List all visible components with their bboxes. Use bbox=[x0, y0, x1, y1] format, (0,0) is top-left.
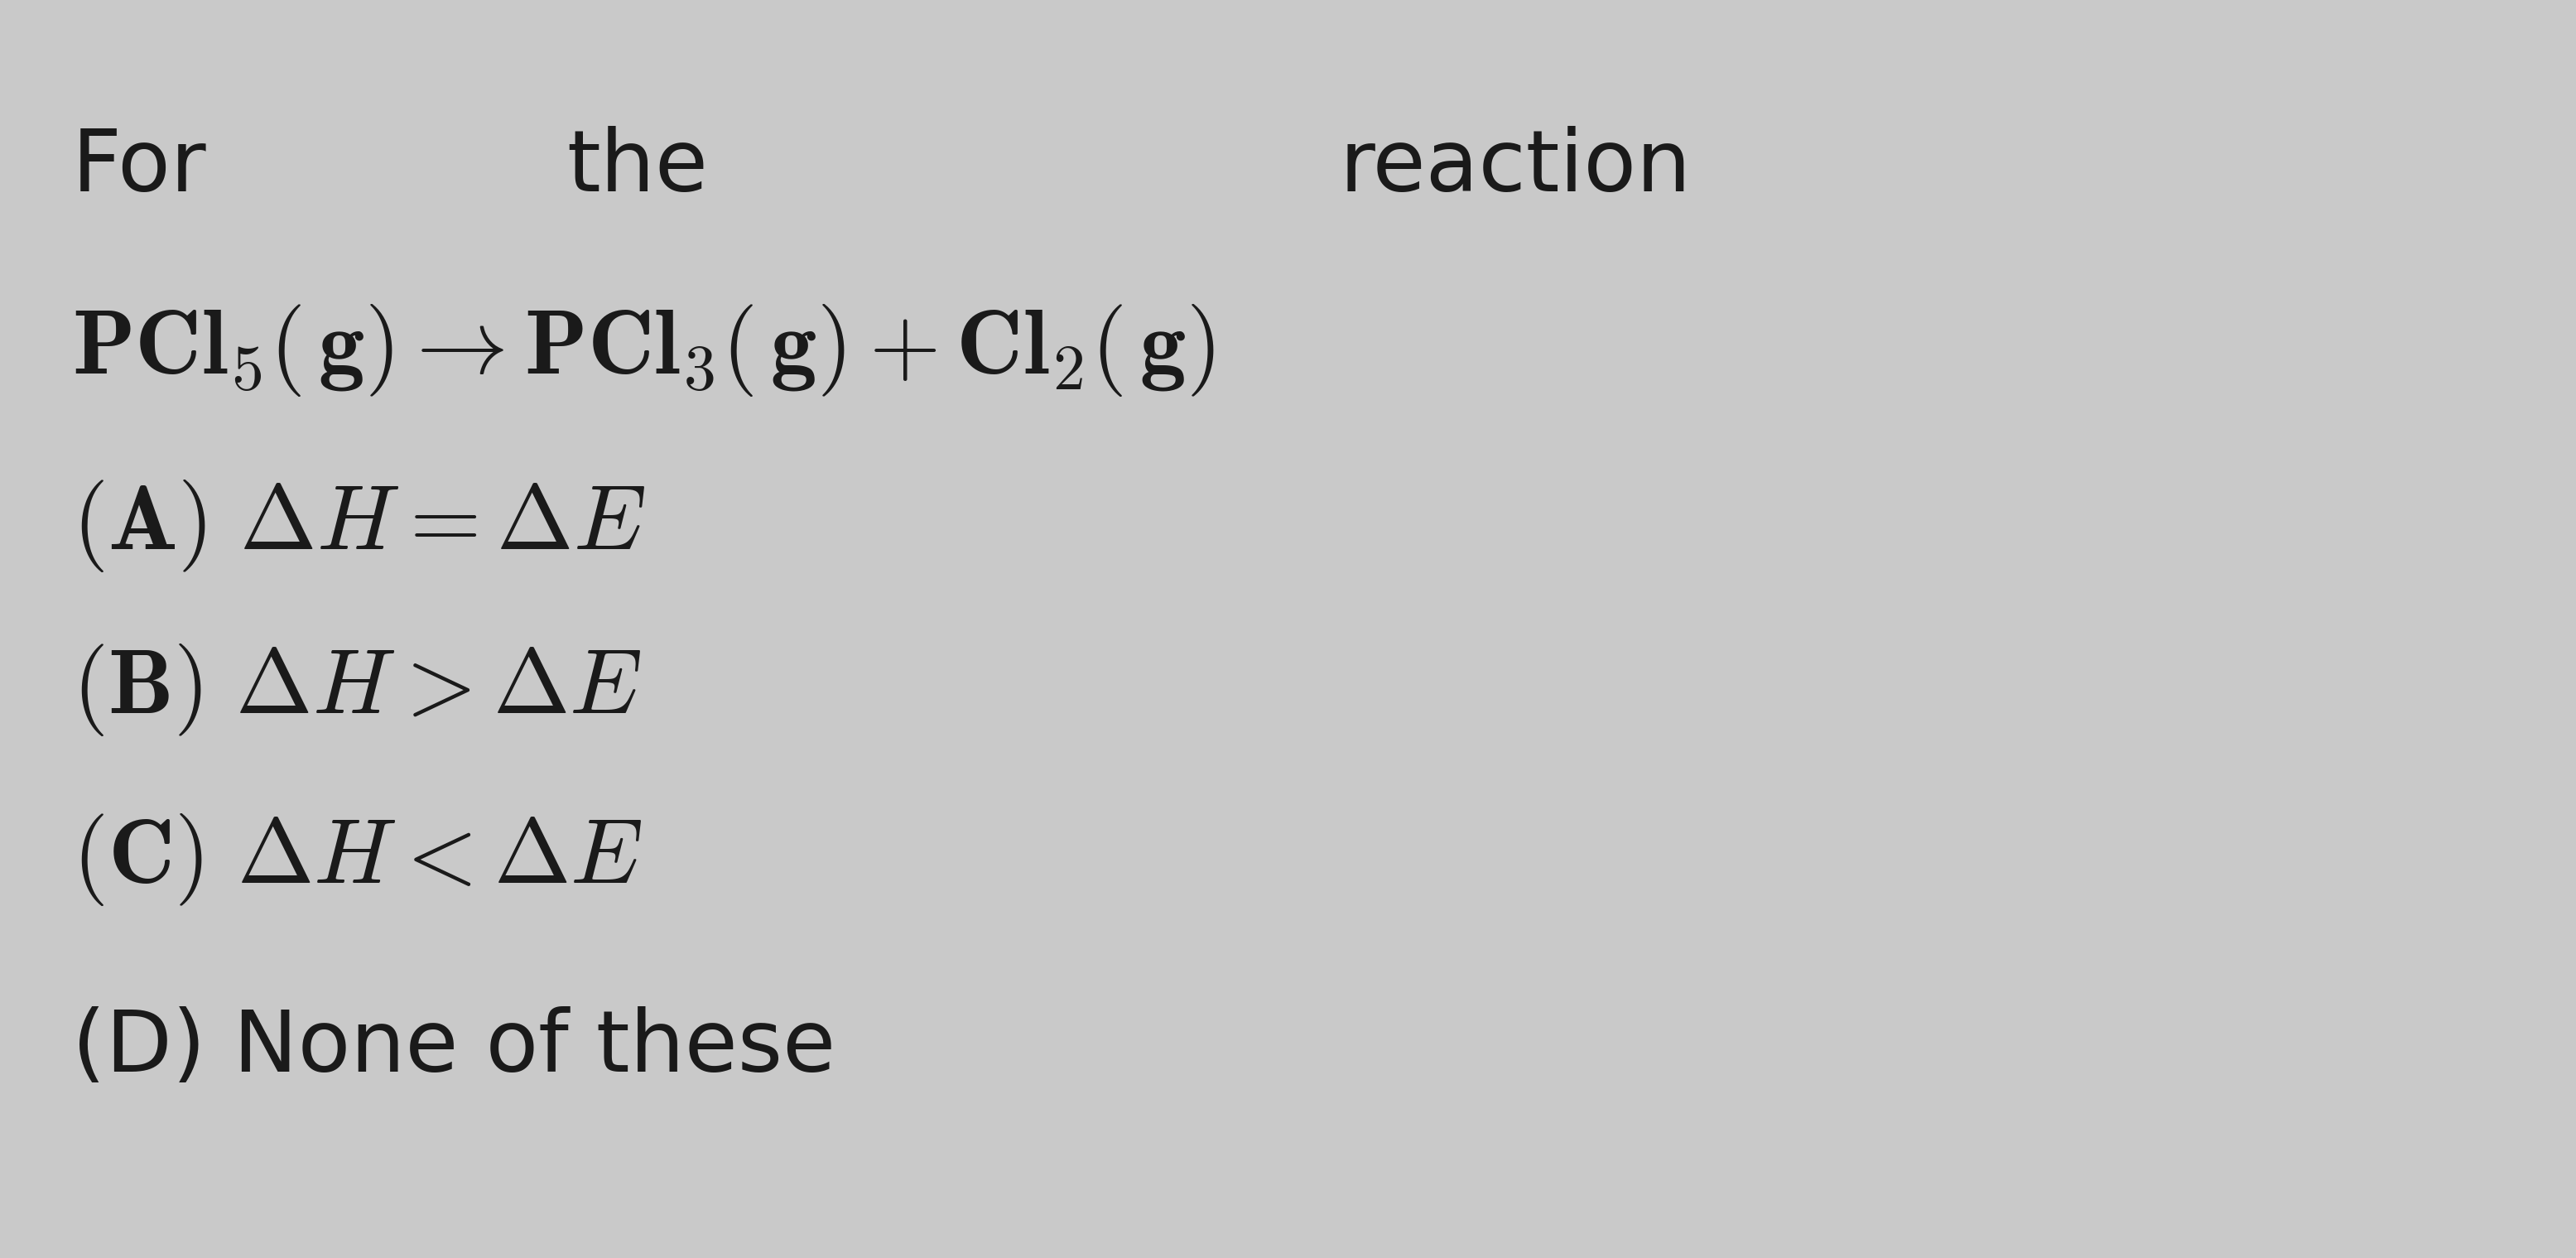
Text: $\mathbf{(C)\ \Delta \mathit{H} < \Delta \mathit{E}}$: $\mathbf{(C)\ \Delta \mathit{H} < \Delta… bbox=[72, 811, 641, 907]
Text: $\mathbf{PCl_5(\,g) \rightarrow PCl_3(\,g) + Cl_2(\,g)}$: $\mathbf{PCl_5(\,g) \rightarrow PCl_3(\,… bbox=[72, 302, 1213, 398]
Text: (D) None of these: (D) None of these bbox=[72, 1006, 835, 1089]
Text: $\mathbf{(B)\ \Delta \mathit{H} > \Delta \mathit{E}}$: $\mathbf{(B)\ \Delta \mathit{H} > \Delta… bbox=[72, 642, 641, 737]
Text: reaction: reaction bbox=[1340, 126, 1692, 209]
Text: the: the bbox=[567, 126, 708, 209]
Text: $\mathbf{(A)\ \Delta \mathit{H} = \Delta \mathit{E}}$: $\mathbf{(A)\ \Delta \mathit{H} = \Delta… bbox=[72, 478, 647, 574]
Text: For: For bbox=[72, 126, 206, 209]
